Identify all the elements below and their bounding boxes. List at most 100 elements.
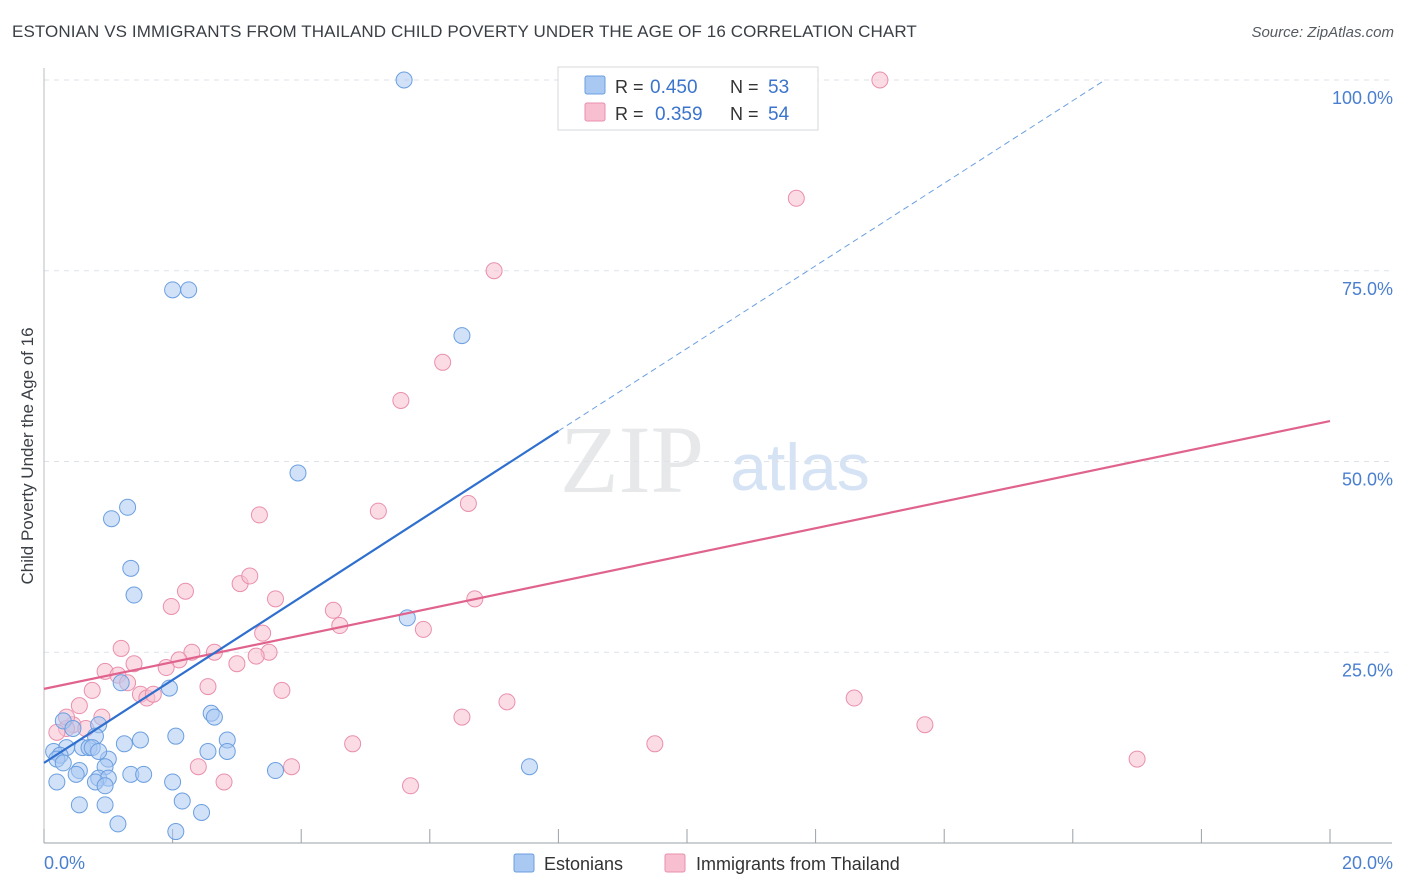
y-tick-label-25: 25.0% [1342, 660, 1393, 680]
thai-point-40 [453, 708, 471, 726]
thai-point-4 [392, 391, 410, 409]
thai-trend-line [43, 419, 1331, 690]
thai-point-9 [241, 567, 259, 585]
thai-point-51 [402, 777, 420, 795]
thai-point-0 [871, 71, 889, 89]
thai-point-30 [199, 678, 217, 696]
estonian-point-30 [54, 754, 72, 772]
y-axis-label: Child Poverty Under the Age of 16 [18, 327, 37, 584]
thai-point-6 [369, 502, 387, 520]
estonian-point-35 [135, 765, 153, 783]
y-tick-labels: 25.0% 50.0% 75.0% 100.0% [1332, 88, 1393, 680]
estonian-point-5 [119, 498, 137, 516]
thai-point-36 [498, 693, 516, 711]
stats-legend: R = 0.450 N = 53 R = 0.359 N = 54 [557, 66, 819, 131]
estonian-point-13 [205, 708, 223, 726]
legend-swatch-thailand [584, 102, 606, 122]
legend-r-label-estonians: R = [615, 77, 644, 97]
thai-point-50 [215, 773, 233, 791]
series-legend: Estonians Immigrants from Thailand [513, 853, 900, 874]
estonian-point-26 [218, 742, 236, 760]
thai-point-25 [228, 655, 246, 673]
estonian-point-47 [173, 792, 191, 810]
legend-r-value-estonians: 0.450 [650, 77, 698, 98]
estonian-point-7 [122, 559, 140, 577]
watermark-zip: ZIP [560, 406, 704, 513]
estonian-point-42 [164, 773, 182, 791]
estonian-point-0 [395, 71, 413, 89]
estonian-points [45, 71, 538, 841]
estonian-point-36 [266, 762, 284, 780]
estonian-point-46 [96, 796, 114, 814]
x-tick-label-min: 0.0% [44, 853, 85, 873]
thai-point-10 [176, 582, 194, 600]
bottom-legend-swatch-estonians [513, 853, 535, 873]
thai-point-37 [845, 689, 863, 707]
estonian-point-10 [112, 674, 130, 692]
thai-point-3 [434, 353, 452, 371]
thai-point-52 [1128, 750, 1146, 768]
thai-point-11 [324, 601, 342, 619]
estonian-trend-extension [558, 79, 1106, 432]
x-ticks [43, 829, 1331, 843]
estonian-point-45 [70, 796, 88, 814]
axes [43, 68, 1392, 844]
legend-n-label-thailand: N = [730, 104, 759, 124]
bottom-legend-label-estonians: Estonians [544, 854, 623, 874]
thai-point-1 [787, 189, 805, 207]
y-tick-label-100: 100.0% [1332, 88, 1393, 108]
estonian-point-51 [90, 742, 108, 760]
thai-point-13 [266, 590, 284, 608]
legend-r-value-thailand: 0.359 [655, 104, 703, 125]
watermark-atlas: atlas [730, 430, 869, 504]
thai-point-31 [83, 681, 101, 699]
thai-point-38 [70, 697, 88, 715]
x-tick-label-max: 20.0% [1342, 853, 1393, 873]
estonian-point-6 [103, 510, 121, 528]
thai-point-23 [125, 655, 143, 673]
gridlines [44, 79, 1392, 653]
estonian-point-3 [453, 327, 471, 345]
y-tick-label-75: 75.0% [1342, 279, 1393, 299]
estonian-point-52 [115, 735, 133, 753]
estonian-point-1 [164, 281, 182, 299]
estonian-point-33 [520, 758, 538, 776]
source-credit: Source: ZipAtlas.com [1251, 24, 1394, 41]
estonian-point-2 [180, 281, 198, 299]
y-tick-label-50: 50.0% [1342, 470, 1393, 490]
thai-point-16 [414, 620, 432, 638]
legend-n-value-thailand: 54 [768, 104, 790, 125]
chart-title: ESTONIAN VS IMMIGRANTS FROM THAILAND CHI… [12, 22, 917, 41]
thai-point-18 [112, 639, 130, 657]
estonian-point-18 [131, 731, 149, 749]
thai-point-46 [646, 735, 664, 753]
thai-point-2 [485, 262, 503, 280]
thai-point-5 [459, 494, 477, 512]
thai-point-48 [283, 758, 301, 776]
thai-point-32 [273, 681, 291, 699]
estonian-point-50 [167, 823, 185, 841]
thai-point-47 [344, 735, 362, 753]
bottom-legend-swatch-thailand [664, 853, 686, 873]
legend-r-label-thailand: R = [615, 104, 644, 124]
estonian-point-48 [193, 803, 211, 821]
estonian-trend-line [43, 430, 559, 764]
thai-point-45 [916, 716, 934, 734]
estonian-point-4 [289, 464, 307, 482]
thai-point-7 [250, 506, 268, 524]
legend-swatch-estonians [584, 75, 606, 95]
thai-point-17 [254, 624, 272, 642]
estonian-point-25 [199, 742, 217, 760]
estonian-point-19 [167, 727, 185, 745]
estonian-point-44 [96, 777, 114, 795]
estonian-point-49 [109, 815, 127, 833]
thai-point-24 [247, 647, 265, 665]
trend-lines [43, 79, 1331, 764]
estonian-point-41 [48, 773, 66, 791]
thai-point-12 [162, 597, 180, 615]
estonian-point-38 [67, 765, 85, 783]
legend-n-label-estonians: N = [730, 77, 759, 97]
estonian-point-8 [125, 586, 143, 604]
bottom-legend-label-thailand: Immigrants from Thailand [696, 854, 900, 874]
